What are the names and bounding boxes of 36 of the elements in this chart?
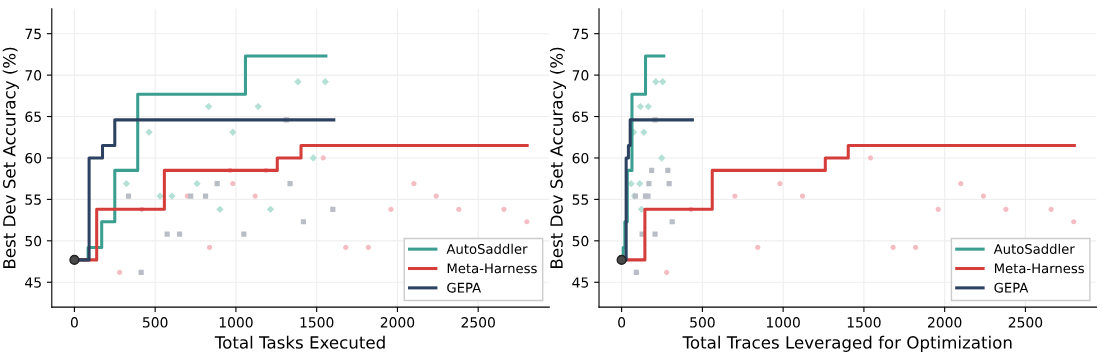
x-tick-label: 2000	[928, 317, 962, 328]
x-tick-label: 2500	[461, 317, 495, 328]
x-tick-label: 1500	[847, 317, 881, 328]
legend-label: GEPA	[994, 282, 1029, 293]
x-tick-label: 2000	[380, 317, 415, 328]
y-tick-label: 60	[25, 152, 42, 164]
y-tick-label: 75	[572, 28, 589, 40]
y-tick-label: 70	[572, 70, 589, 81]
y-tick-label: 45	[25, 277, 41, 288]
y-tick-label: 60	[572, 152, 589, 164]
y-tick-label: 65	[572, 111, 589, 123]
x-tick-label: 2500	[1008, 317, 1043, 328]
x-tick-label: 500	[690, 317, 715, 328]
legend-label: AutoSaddler	[993, 243, 1075, 254]
y-axis-title: Best Dev Set Accuracy (%)	[2, 47, 19, 269]
y-axis-title: Best Dev Set Accuracy (%)	[549, 47, 567, 269]
x-tick-label: 1500	[300, 317, 334, 328]
y-tick-label: 50	[25, 235, 42, 247]
x-tick-label: 1000	[767, 317, 800, 328]
legend-label: Meta-Harness	[447, 263, 537, 274]
y-tick-label: 50	[572, 235, 589, 247]
legend-label: GEPA	[447, 282, 482, 293]
x-axis-title: Total Tasks Executed	[214, 335, 385, 349]
y-tick-label: 55	[572, 194, 589, 205]
x-tick-label: 0	[70, 317, 78, 328]
y-tick-label: 55	[25, 194, 41, 205]
x-axis-title: Total Traces Leveraged for Optimization	[682, 335, 1012, 352]
y-tick-label: 45	[572, 277, 589, 288]
x-tick-label: 1000	[219, 317, 253, 328]
legend-label: AutoSaddler	[446, 243, 528, 254]
y-tick-label: 75	[25, 28, 41, 40]
x-tick-label: 0	[618, 317, 626, 328]
y-tick-label: 70	[25, 70, 42, 81]
y-tick-label: 65	[25, 111, 41, 123]
x-tick-label: 500	[142, 317, 168, 328]
legend-label: Meta-Harness	[994, 263, 1084, 274]
